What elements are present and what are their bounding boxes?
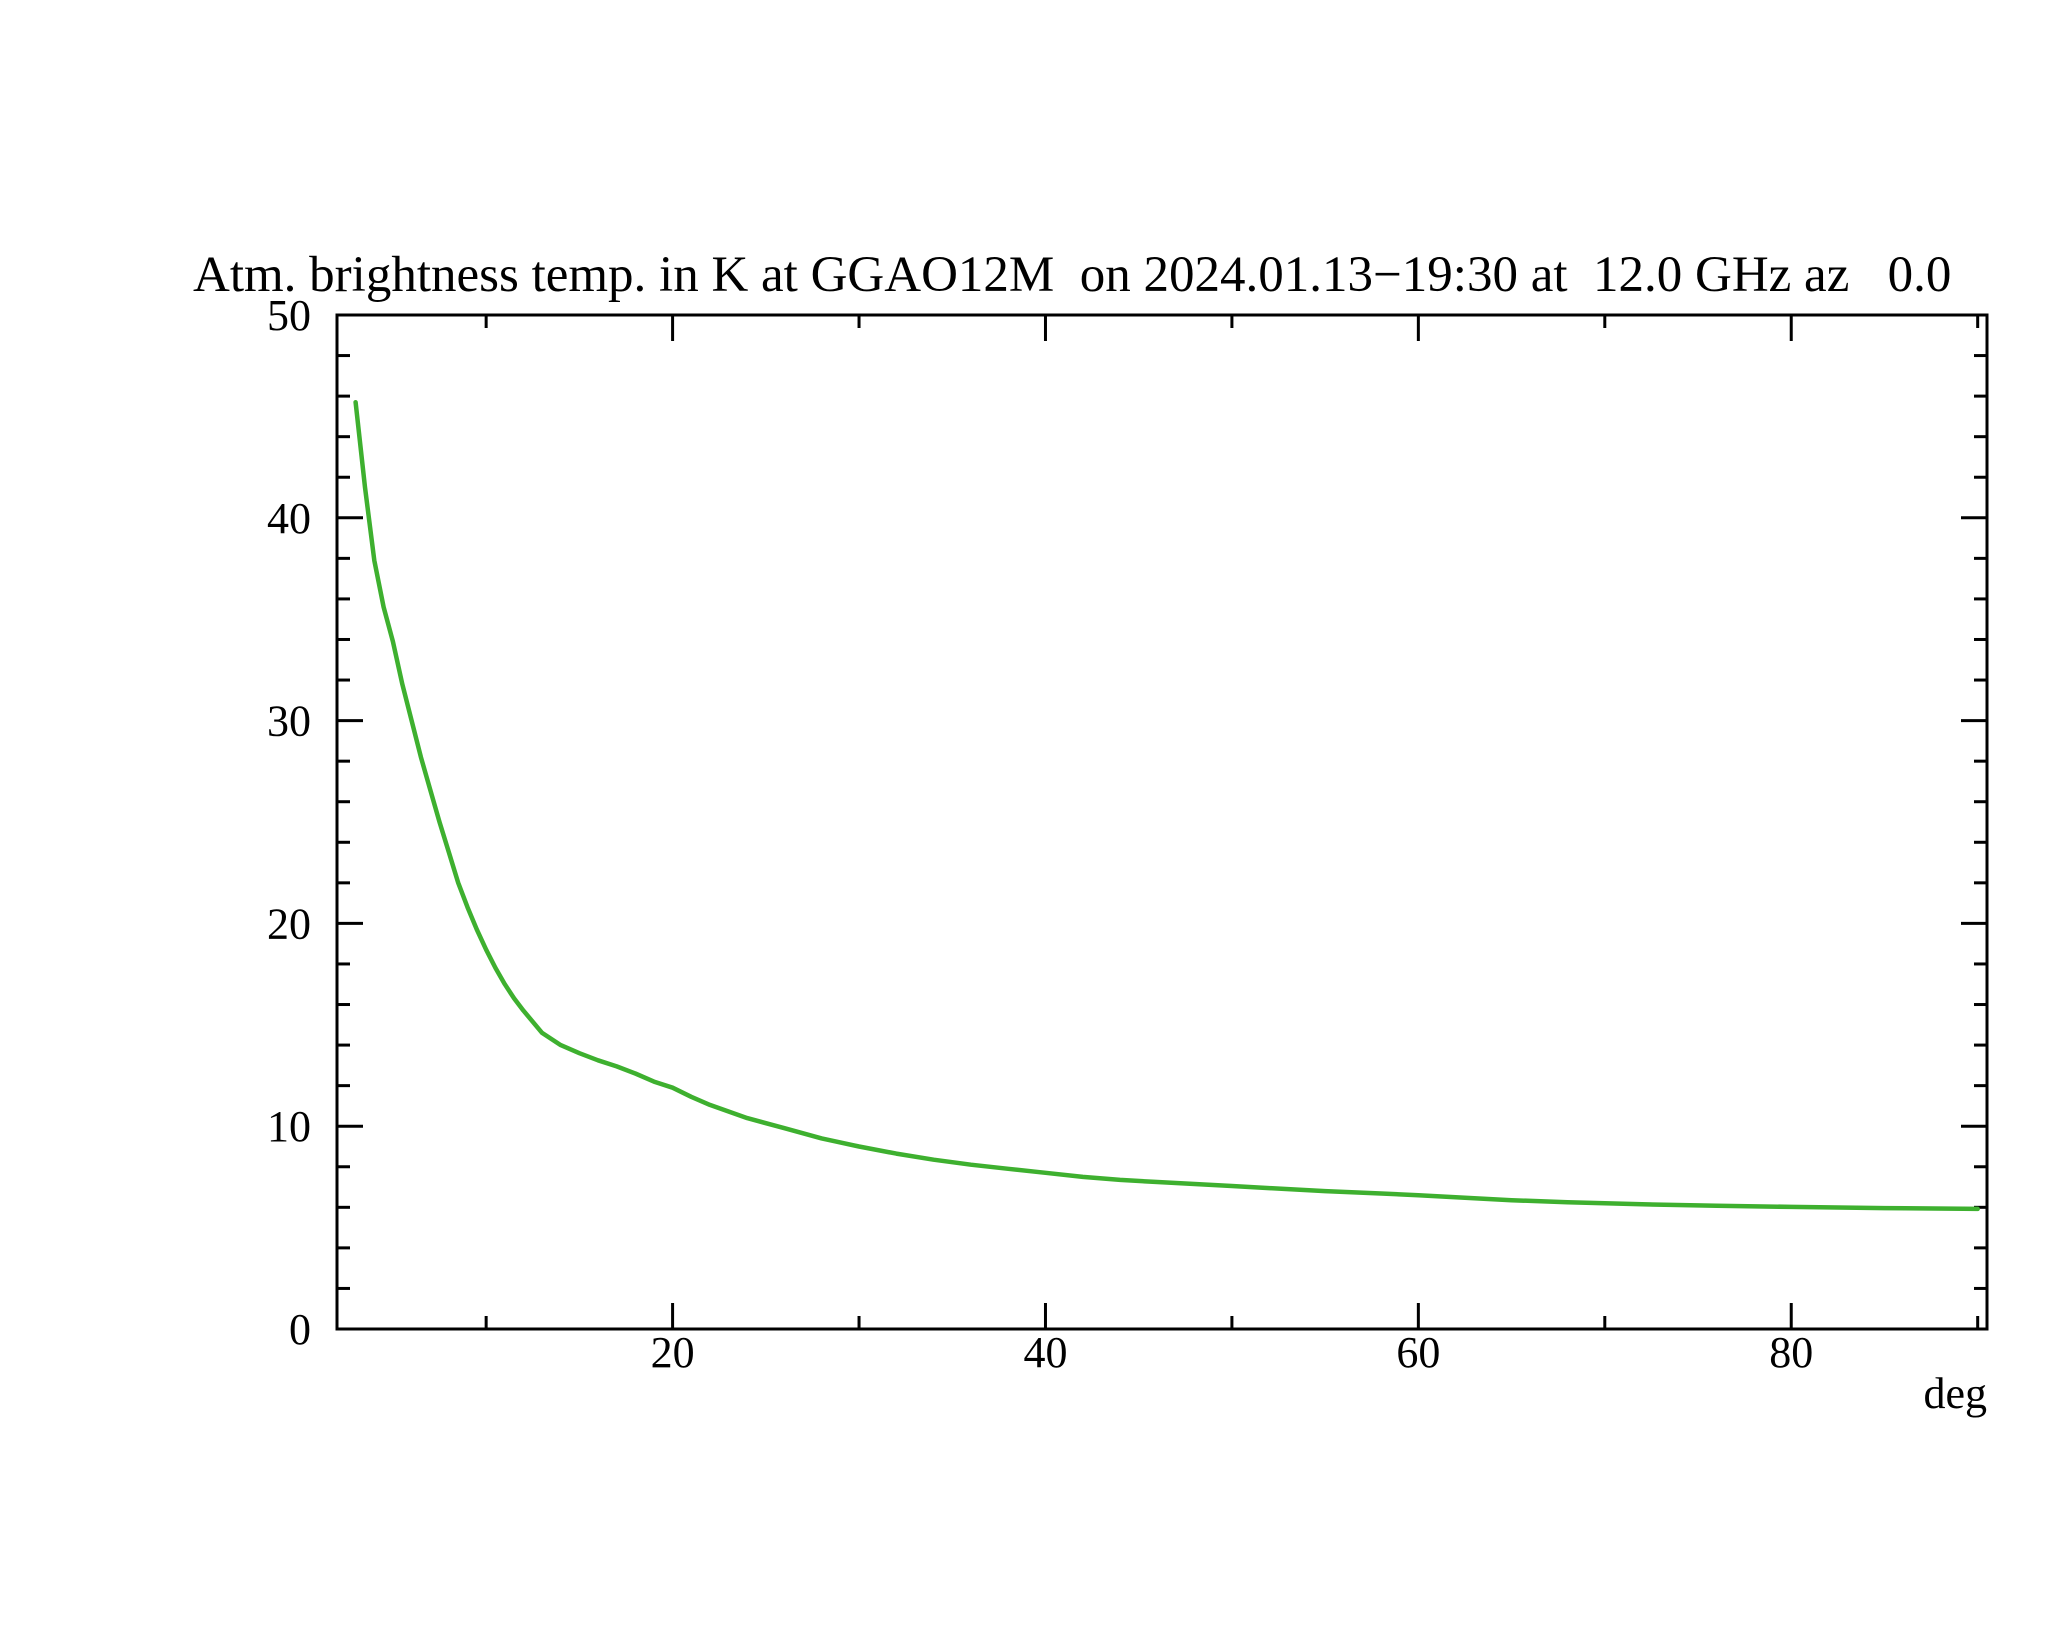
y-tick-label: 0 [289,1305,311,1354]
plot-frame [335,313,1989,1331]
y-tick-label: 20 [267,899,311,948]
y-tick-label: 30 [267,697,311,746]
x-tick-label: 80 [1769,1328,1813,1377]
temperature-curve [353,399,1980,1212]
x-tick-label: 60 [1396,1328,1440,1377]
x-tick-label: 20 [651,1328,695,1377]
x-axis-unit-label: deg [1923,1369,1987,1418]
chart-title: Atm. brightness temp. in K at GGAO12M on… [193,247,1952,303]
y-tick-label: 40 [267,494,311,543]
y-tick-label: 50 [267,291,311,340]
x-tick-label: 40 [1023,1328,1067,1377]
y-tick-label: 10 [267,1102,311,1151]
